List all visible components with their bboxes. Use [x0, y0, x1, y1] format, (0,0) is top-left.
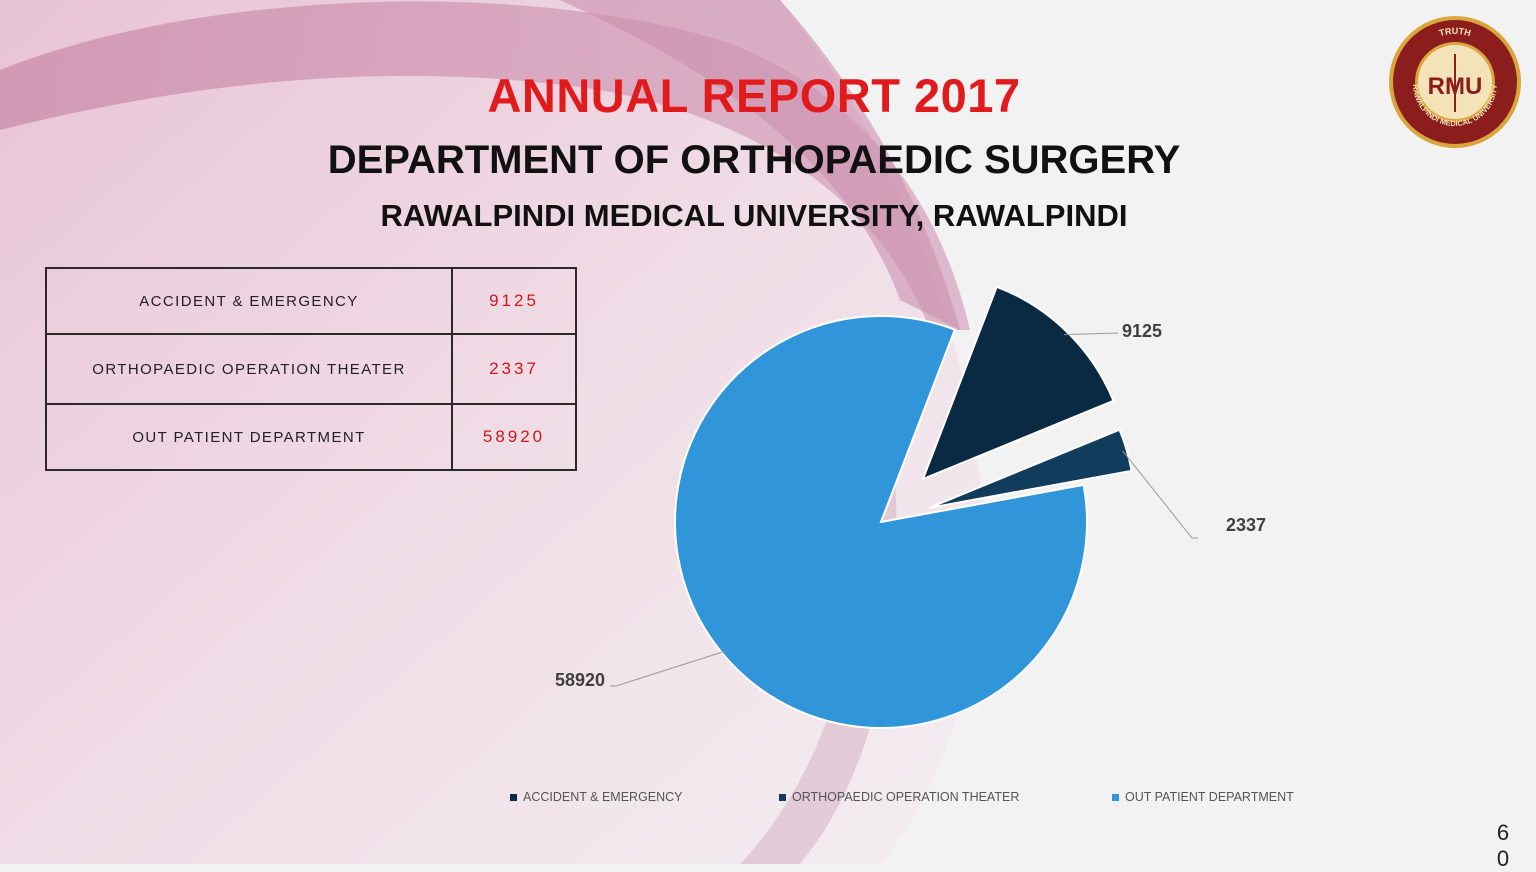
table-cell-label: OUT PATIENT DEPARTMENT — [45, 403, 453, 471]
data-label: 9125 — [1122, 321, 1162, 341]
data-label: 2337 — [1226, 515, 1266, 535]
slide-number: 6 0 — [1496, 820, 1510, 871]
logo-ring-text: TRUTH — [1438, 26, 1472, 38]
legend-swatch — [779, 793, 786, 801]
table-cell-value: 2337 — [451, 333, 577, 405]
leader-line — [1122, 450, 1198, 539]
pie-slice — [674, 315, 1088, 729]
university-title: RAWALPINDI MEDICAL UNIVERSITY, RAWALPIND… — [380, 198, 1128, 233]
table-row: ORTHOPAEDIC OPERATION THEATER 2337 — [45, 333, 577, 405]
department-title: DEPARTMENT OF ORTHOPAEDIC SURGERY — [327, 138, 1181, 182]
table-cell-value: 9125 — [451, 267, 577, 335]
leader-line — [1064, 332, 1119, 336]
table-row: OUT PATIENT DEPARTMENT 58920 — [45, 403, 577, 471]
svg-text:TRUTH: TRUTH — [1438, 26, 1472, 38]
pie-slice — [928, 428, 1133, 509]
legend-item: ACCIDENT & EMERGENCY — [510, 790, 683, 804]
table-cell-label: ACCIDENT & EMERGENCY — [45, 267, 453, 335]
legend-item: OUT PATIENT DEPARTMENT — [1112, 790, 1294, 804]
table-row: ACCIDENT & EMERGENCY 9125 — [45, 267, 577, 335]
legend-label: ORTHOPAEDIC OPERATION THEATER — [792, 790, 1020, 804]
summary-table: ACCIDENT & EMERGENCY 9125 ORTHOPAEDIC OP… — [45, 267, 577, 471]
table-cell-value: 58920 — [451, 403, 577, 471]
report-title: ANNUAL REPORT 2017 — [487, 69, 1021, 122]
leader-line — [610, 650, 726, 687]
legend-label: OUT PATIENT DEPARTMENT — [1125, 790, 1294, 804]
data-label: 58920 — [555, 670, 605, 690]
legend-item: ORTHOPAEDIC OPERATION THEATER — [779, 790, 1019, 804]
legend-swatch — [510, 793, 517, 801]
legend-label: ACCIDENT & EMERGENCY — [523, 790, 683, 804]
table-cell-label: ORTHOPAEDIC OPERATION THEATER — [45, 333, 453, 405]
legend-swatch — [1112, 793, 1119, 801]
university-logo: TRUTH RAWALPINDI MEDICAL UNIVERSITY RMU — [1389, 16, 1521, 148]
